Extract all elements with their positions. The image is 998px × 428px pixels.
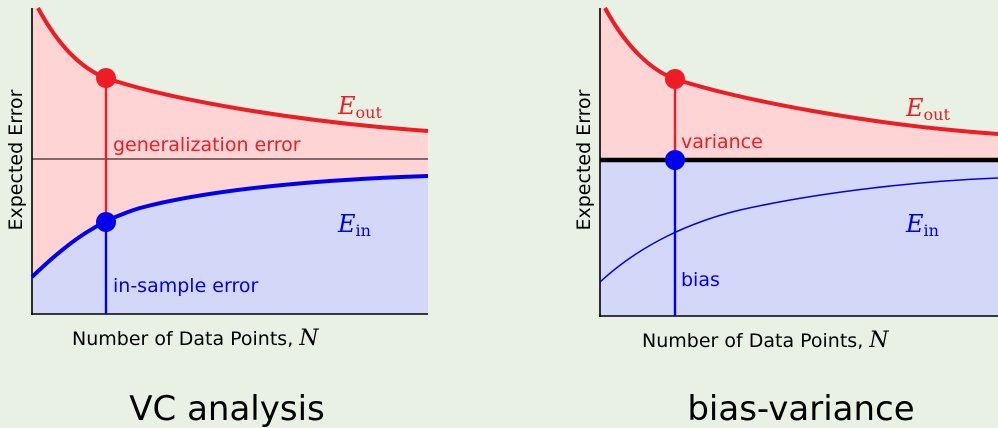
bv-x-axis-label-text: Number of Data Points,	[642, 330, 869, 352]
vc-e-out-point	[96, 68, 116, 88]
bv-e-in-label: Ein	[905, 210, 939, 240]
vc-upper-segment-label: generalization error	[113, 134, 301, 156]
bv-e-in-label-sub: in	[924, 221, 939, 240]
bv-x-axis-label: Number of Data Points, N	[642, 328, 889, 353]
vc-e-in-curve	[30, 174, 429, 279]
bv-bias-region	[600, 160, 998, 316]
vc-y-axis-label: Expected Error	[5, 89, 27, 230]
vc-x-axis-label-text: Number of Data Points,	[72, 328, 299, 350]
panel-bias-variance: variance bias Eout Ein Expected Error Nu…	[573, 7, 998, 428]
bv-variance-region	[600, 8, 998, 160]
vc-x-axis-label-var: N	[298, 326, 319, 351]
bv-lower-segment-label: bias	[681, 269, 720, 291]
vc-x-axis-label: Number of Data Points, N	[72, 326, 319, 351]
bv-x-axis-label-var: N	[868, 328, 889, 353]
vc-e-out-label-base: E	[337, 92, 356, 120]
vc-e-in-label-base: E	[337, 210, 356, 238]
vc-e-out-curve	[36, 7, 429, 133]
bv-e-out-label-sub: out	[924, 105, 951, 124]
bv-e-in-label-base: E	[905, 210, 924, 238]
bv-e-in-curve	[599, 177, 998, 283]
vc-e-in-label: Ein	[337, 210, 371, 240]
bv-e-out-label: Eout	[905, 94, 950, 124]
vc-caption: VC analysis	[129, 389, 324, 428]
bv-y-axis-label: Expected Error	[573, 89, 595, 230]
vc-e-out-label-sub: out	[356, 103, 383, 122]
vc-e-in-point	[96, 212, 116, 232]
bv-e-out-point	[665, 69, 685, 89]
vc-in-region	[32, 176, 428, 314]
vc-lower-segment-label: in-sample error	[113, 275, 258, 297]
bv-caption: bias-variance	[687, 389, 914, 428]
bv-e-out-label-base: E	[905, 94, 924, 122]
bv-bias-point	[665, 150, 685, 170]
vc-e-out-label: Eout	[337, 92, 382, 122]
panel-vc-analysis: generalization error in-sample error Eou…	[5, 7, 429, 428]
vc-e-in-label-sub: in	[356, 221, 371, 240]
bv-upper-segment-label: variance	[681, 131, 763, 153]
bv-e-out-curve	[603, 7, 998, 136]
